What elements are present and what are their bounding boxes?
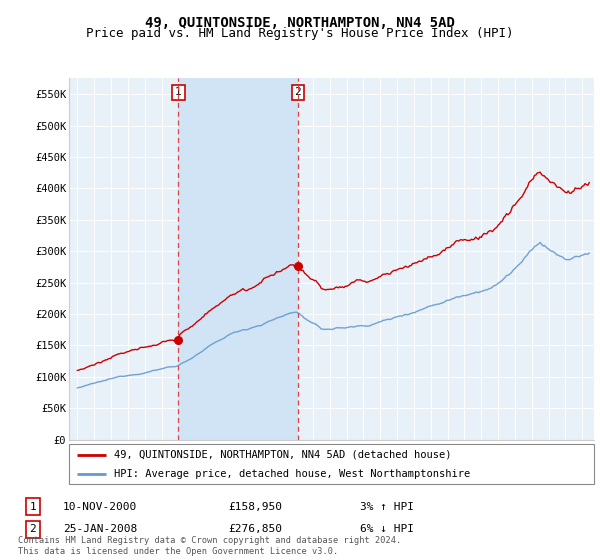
Text: 25-JAN-2008: 25-JAN-2008 [63,524,137,534]
Text: 3% ↑ HPI: 3% ↑ HPI [360,502,414,512]
Text: Price paid vs. HM Land Registry's House Price Index (HPI): Price paid vs. HM Land Registry's House … [86,27,514,40]
Bar [178,78,298,440]
Text: £276,850: £276,850 [228,524,282,534]
Text: 2: 2 [29,524,37,534]
Text: Contains HM Land Registry data © Crown copyright and database right 2024.
This d: Contains HM Land Registry data © Crown c… [18,536,401,556]
Text: £158,950: £158,950 [228,502,282,512]
Text: 2: 2 [295,87,301,97]
Text: 10-NOV-2000: 10-NOV-2000 [63,502,137,512]
Text: 49, QUINTONSIDE, NORTHAMPTON, NN4 5AD (detached house): 49, QUINTONSIDE, NORTHAMPTON, NN4 5AD (d… [113,450,451,460]
Text: 1: 1 [29,502,37,512]
Text: 49, QUINTONSIDE, NORTHAMPTON, NN4 5AD: 49, QUINTONSIDE, NORTHAMPTON, NN4 5AD [145,16,455,30]
Text: 6% ↓ HPI: 6% ↓ HPI [360,524,414,534]
Text: 1: 1 [175,87,182,97]
Text: HPI: Average price, detached house, West Northamptonshire: HPI: Average price, detached house, West… [113,469,470,479]
